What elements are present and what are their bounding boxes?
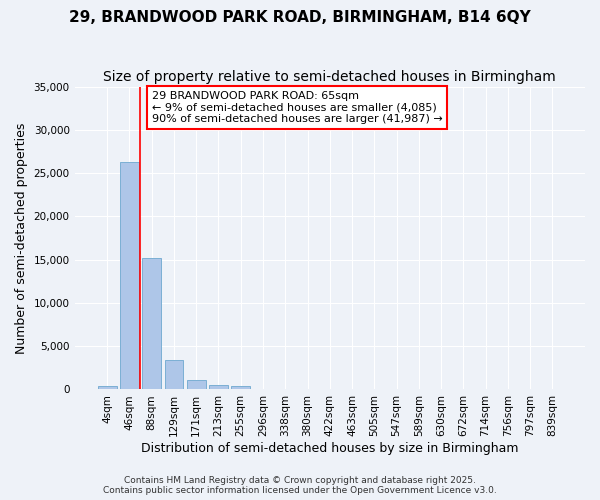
Y-axis label: Number of semi-detached properties: Number of semi-detached properties — [15, 122, 28, 354]
Bar — [98, 386, 116, 390]
Bar — [164, 360, 184, 390]
Text: 29, BRANDWOOD PARK ROAD, BIRMINGHAM, B14 6QY: 29, BRANDWOOD PARK ROAD, BIRMINGHAM, B14… — [69, 10, 531, 25]
Bar — [187, 380, 206, 390]
Bar — [142, 258, 161, 390]
X-axis label: Distribution of semi-detached houses by size in Birmingham: Distribution of semi-detached houses by … — [141, 442, 518, 455]
Text: Contains HM Land Registry data © Crown copyright and database right 2025.
Contai: Contains HM Land Registry data © Crown c… — [103, 476, 497, 495]
Bar — [231, 386, 250, 390]
Text: 29 BRANDWOOD PARK ROAD: 65sqm
← 9% of semi-detached houses are smaller (4,085)
9: 29 BRANDWOOD PARK ROAD: 65sqm ← 9% of se… — [152, 91, 442, 124]
Title: Size of property relative to semi-detached houses in Birmingham: Size of property relative to semi-detach… — [103, 70, 556, 84]
Bar — [254, 389, 272, 390]
Bar — [209, 384, 228, 390]
Bar — [120, 162, 139, 390]
